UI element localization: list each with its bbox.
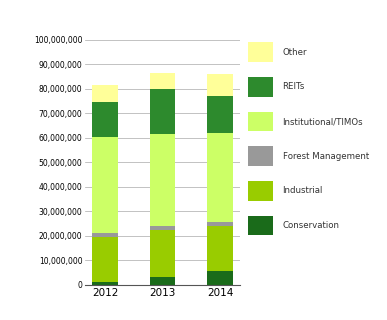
Bar <box>150 226 175 230</box>
Text: Other: Other <box>283 48 307 57</box>
FancyBboxPatch shape <box>248 216 273 236</box>
Bar <box>92 236 118 282</box>
Text: Figure 2.  U.S. Timberland Ownership by  Type Over Time: Figure 2. U.S. Timberland Ownership by T… <box>8 13 379 23</box>
Bar <box>207 133 233 222</box>
Bar <box>207 96 233 133</box>
Bar <box>150 89 175 134</box>
Bar <box>92 137 118 233</box>
Bar <box>150 134 175 226</box>
Bar <box>92 102 118 137</box>
FancyBboxPatch shape <box>248 181 273 201</box>
Bar <box>92 282 118 285</box>
Bar <box>150 230 175 277</box>
Text: REITs: REITs <box>283 83 305 92</box>
Text: Forest Management: Forest Management <box>283 152 369 161</box>
FancyBboxPatch shape <box>248 77 273 97</box>
Bar <box>92 233 118 236</box>
Bar <box>150 277 175 285</box>
Bar <box>207 74 233 96</box>
Text: Industrial: Industrial <box>283 187 323 196</box>
FancyBboxPatch shape <box>248 112 273 132</box>
FancyBboxPatch shape <box>248 147 273 166</box>
Text: Institutional/TIMOs: Institutional/TIMOs <box>283 117 363 126</box>
Bar <box>150 73 175 89</box>
Bar <box>92 85 118 102</box>
Bar <box>207 222 233 226</box>
Bar <box>207 226 233 271</box>
FancyBboxPatch shape <box>248 43 273 62</box>
Bar <box>207 271 233 285</box>
Text: Conservation: Conservation <box>283 221 339 230</box>
Text: Sources: Forisk Timberland Owner Lists, 2012 - 2014: Sources: Forisk Timberland Owner Lists, … <box>12 301 262 310</box>
